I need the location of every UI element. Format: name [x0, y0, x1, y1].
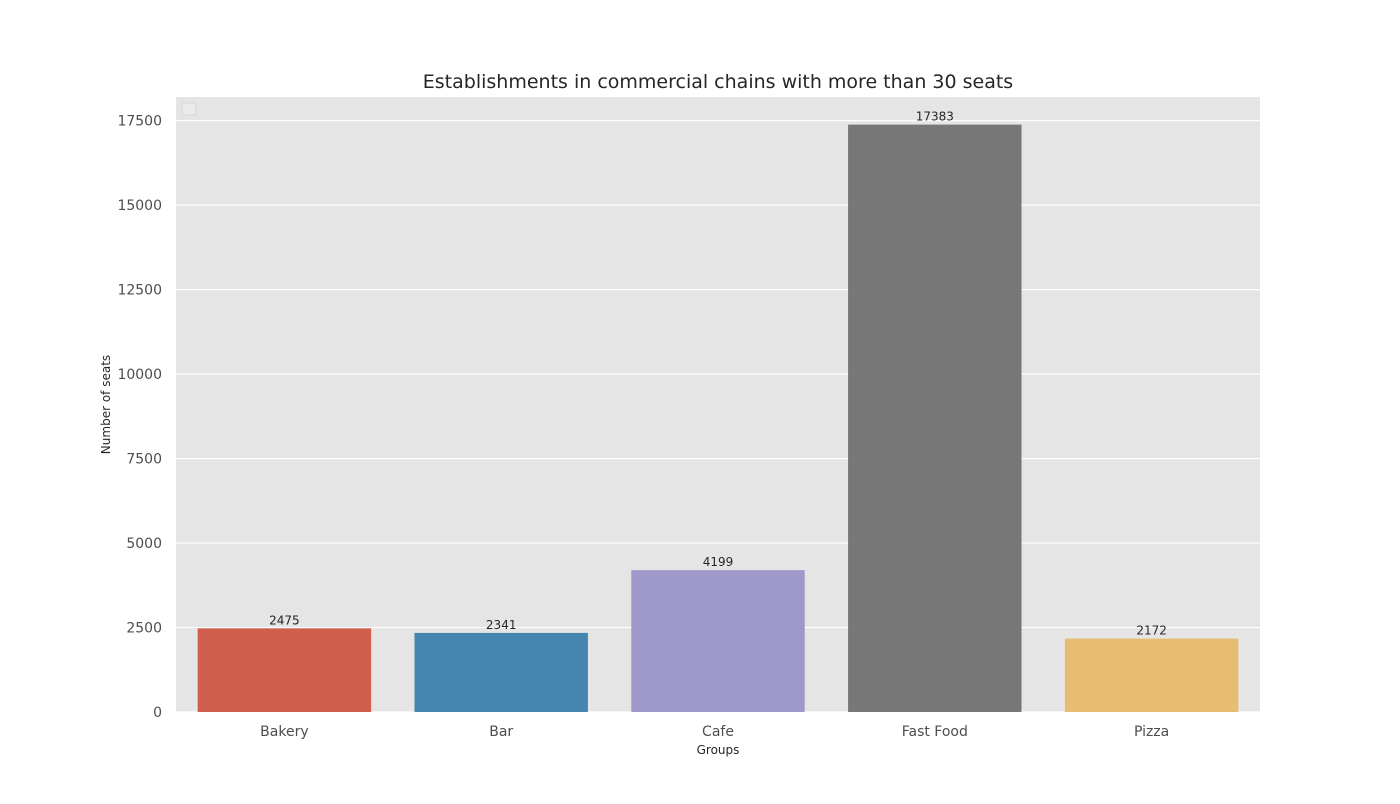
x-tick-label: Cafe	[702, 724, 734, 740]
bar-value-label: 4199	[703, 555, 734, 569]
bar-value-label: 17383	[916, 110, 954, 124]
x-tick-label: Fast Food	[902, 724, 968, 740]
bar-value-label: 2341	[486, 618, 517, 632]
y-tick-label: 5000	[126, 536, 162, 552]
y-tick-label: 17500	[117, 114, 162, 130]
bar-value-label: 2475	[269, 613, 300, 627]
y-axis-ticks: 0 2500 5000 7500 10000 12500 15000 17500	[117, 114, 162, 721]
chart-title: Establishments in commercial chains with…	[423, 71, 1013, 93]
y-tick-label: 12500	[117, 283, 162, 299]
x-axis-title: Groups	[697, 743, 740, 757]
y-axis-title: Number of seats	[99, 355, 113, 454]
bars	[197, 124, 1239, 712]
bar-bakery	[197, 628, 372, 712]
y-tick-label: 15000	[117, 198, 162, 214]
value-labels: 2475 2341 4199 17383 2172	[269, 110, 1167, 638]
x-tick-label: Bar	[489, 724, 513, 740]
x-axis-ticks: Bakery Bar Cafe Fast Food Pizza	[260, 724, 1169, 740]
bar-cafe	[631, 570, 805, 712]
y-tick-label: 10000	[117, 367, 162, 383]
bar-fast-food	[848, 124, 1022, 712]
y-tick-label: 0	[153, 705, 162, 721]
bar-pizza	[1064, 638, 1239, 712]
y-tick-label: 7500	[126, 452, 162, 468]
y-tick-label: 2500	[126, 621, 162, 637]
x-tick-label: Pizza	[1134, 724, 1169, 740]
bar-value-label: 2172	[1136, 624, 1167, 638]
legend-box	[181, 102, 197, 116]
bar-bar	[414, 632, 588, 712]
x-tick-label: Bakery	[260, 724, 308, 740]
